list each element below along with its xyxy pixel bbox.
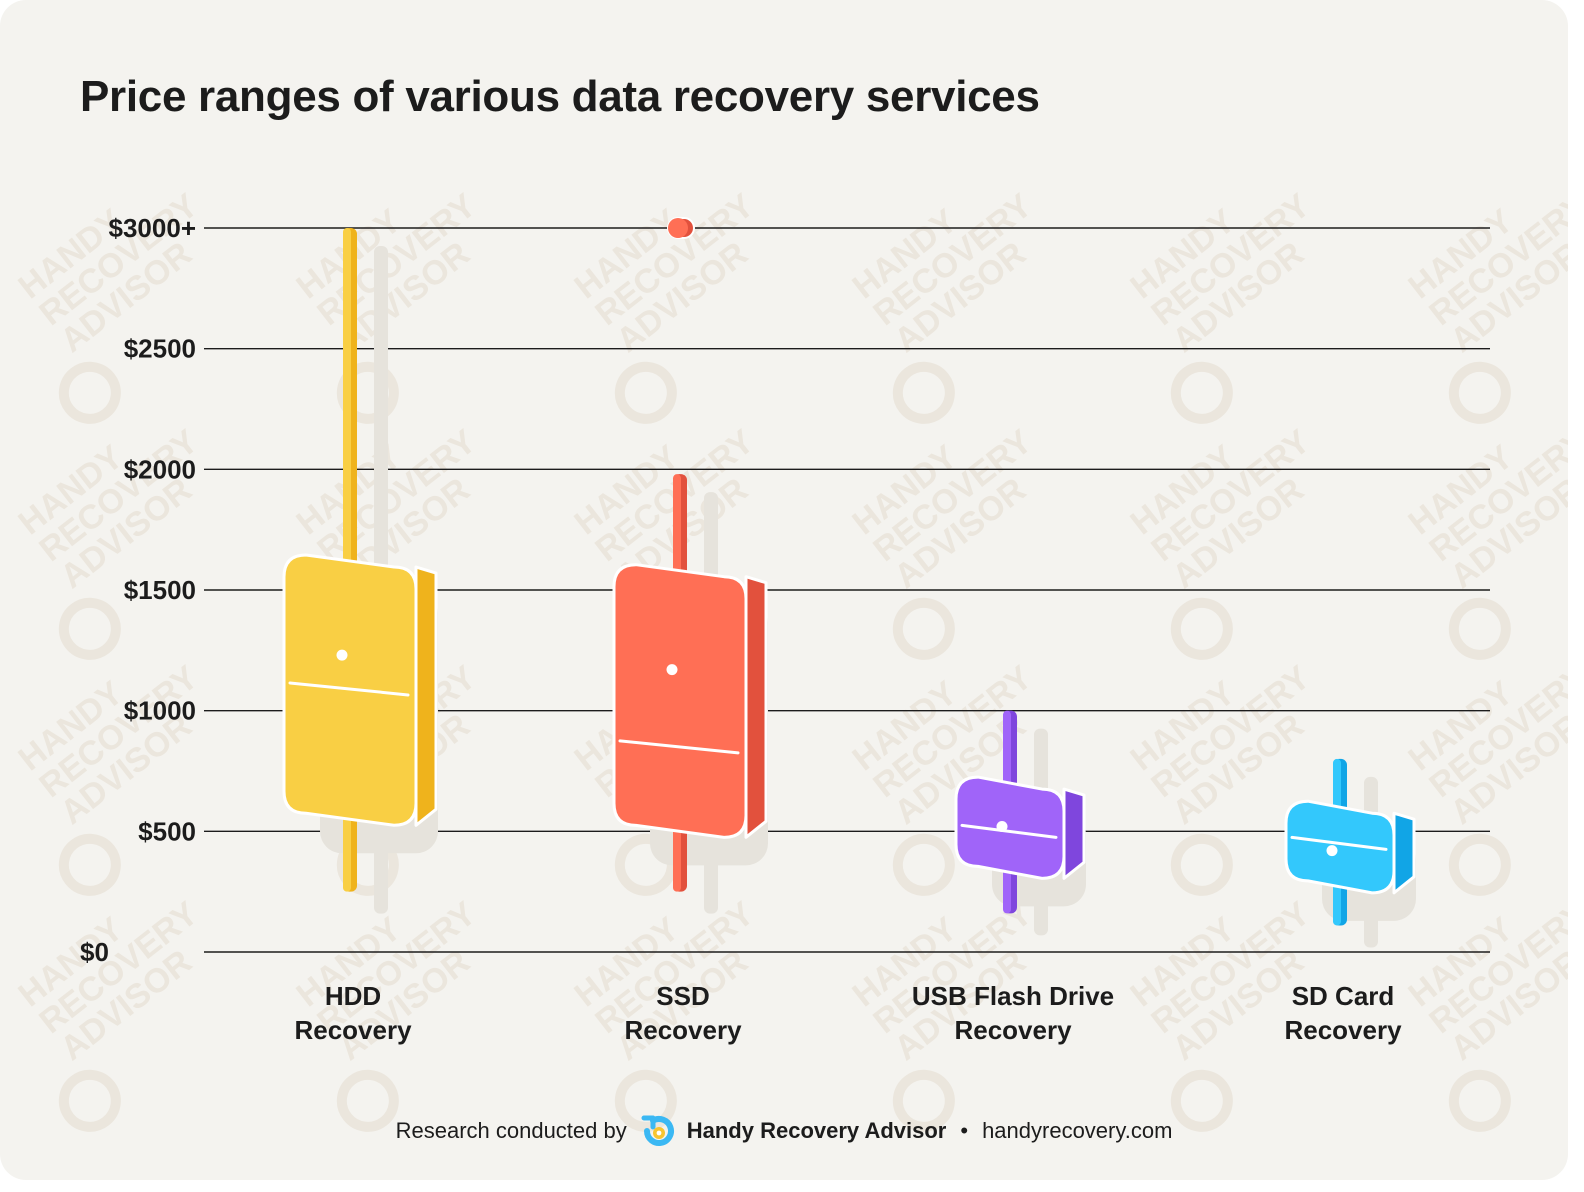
- mean-dot: [1326, 845, 1338, 857]
- x-category-label: SSD: [656, 981, 709, 1011]
- watermark-logo-icon: [614, 361, 677, 424]
- box-front: [612, 563, 748, 839]
- y-tick-label: $1500: [124, 575, 196, 605]
- watermark-logo-icon: [1448, 361, 1511, 424]
- watermark-logo-icon: [336, 361, 399, 424]
- box-side: [1392, 811, 1416, 895]
- watermark-logo-icon: [892, 597, 955, 660]
- x-category-label: Recovery: [954, 1015, 1072, 1045]
- x-axis-labels: HDD Recovery SSD Recovery USB Flash Drive Rec…: [294, 981, 1402, 1045]
- footer-separator: •: [960, 1118, 969, 1143]
- box-2: [612, 217, 768, 914]
- watermark-logo-icon: [1448, 597, 1511, 660]
- median-line: [1290, 835, 1388, 851]
- chart-canvas: HANDYRECOVERYADVISORHANDYRECOVERYADVISOR…: [12, 186, 1568, 1132]
- median-line: [960, 823, 1058, 839]
- footer-brand: Handy Recovery Advisor: [686, 1118, 947, 1143]
- mean-dot: [996, 821, 1008, 833]
- watermark-logo-icon: [1448, 1069, 1511, 1132]
- x-category-label: SD Card: [1292, 981, 1395, 1011]
- watermark-logo-icon: [1170, 361, 1233, 424]
- outlier-highlight: [668, 218, 688, 238]
- y-tick-label: $2500: [124, 334, 196, 364]
- watermark-logo-icon: [1170, 597, 1233, 660]
- median-line: [288, 681, 410, 697]
- watermark-logo-icon: [892, 833, 955, 896]
- watermark-logo-icon: [892, 1069, 955, 1132]
- box-1: [282, 228, 438, 914]
- watermark-logo-icon: [892, 361, 955, 424]
- x-category-label: Recovery: [294, 1015, 412, 1045]
- footer-prefix: Research conducted by: [395, 1118, 627, 1143]
- box-side: [1062, 787, 1086, 880]
- watermark-logo-icon: [336, 1069, 399, 1132]
- watermark-logo-icon: [58, 833, 121, 896]
- mean-dot: [336, 649, 348, 661]
- median-line: [618, 739, 740, 755]
- box-front: [1284, 799, 1396, 895]
- x-category-label: Recovery: [624, 1015, 742, 1045]
- box-4: [1284, 758, 1416, 948]
- box-side: [414, 565, 438, 827]
- footer: Research conducted by Handy Recovery Adv…: [0, 1114, 1568, 1148]
- y-tick-label: $1000: [124, 696, 196, 726]
- infographic-card: Price ranges of various data recovery se…: [0, 0, 1568, 1180]
- y-tick-label: $2000: [124, 454, 196, 484]
- x-category-label: USB Flash Drive: [912, 981, 1114, 1011]
- footer-site[interactable]: handyrecovery.com: [982, 1118, 1173, 1143]
- x-category-label: HDD: [325, 981, 381, 1011]
- watermark-logo-icon: [1170, 833, 1233, 896]
- watermark-logo-icon: [58, 361, 121, 424]
- watermark-logo-icon: [58, 597, 121, 660]
- box-3: [954, 710, 1086, 936]
- y-tick-label: $500: [138, 816, 196, 846]
- watermark-logo-icon: [58, 1069, 121, 1132]
- watermark-logo-icon: [1448, 833, 1511, 896]
- y-tick-label: $3000+: [109, 213, 196, 243]
- box-series: [282, 217, 1416, 948]
- watermark-logo-icon: [1170, 1069, 1233, 1132]
- chart-title: Price ranges of various data recovery se…: [80, 72, 1040, 121]
- box-side: [744, 575, 768, 839]
- x-category-label: Recovery: [1284, 1015, 1402, 1045]
- box-front: [954, 775, 1066, 880]
- y-axis-ticks: $0 $500 $1000 $1500 $2000 $2500 $3000+: [80, 213, 196, 967]
- handy-recovery-logo-icon: [641, 1114, 679, 1148]
- y-tick-label: $0: [80, 937, 109, 967]
- mean-dot: [666, 664, 678, 676]
